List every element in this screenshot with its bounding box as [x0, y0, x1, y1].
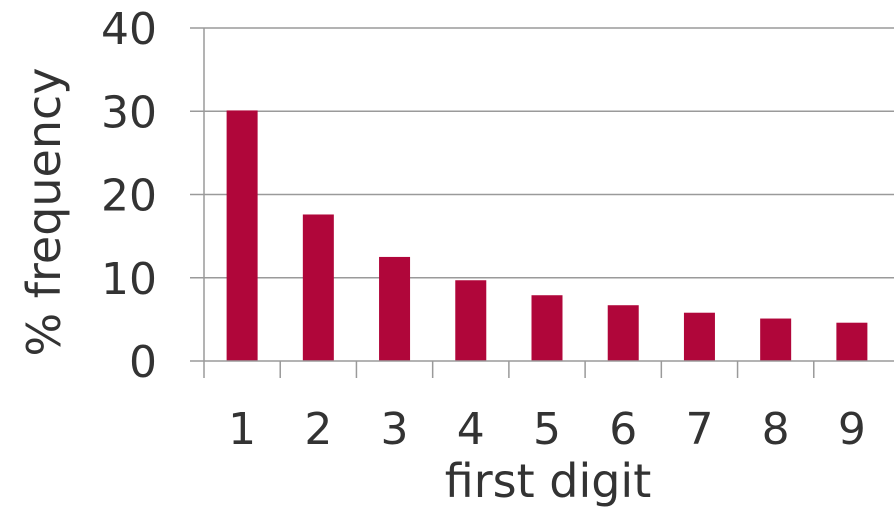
x-tick-label: 2 — [304, 404, 332, 455]
y-tick-label: 10 — [101, 254, 157, 305]
x-tick-label: 5 — [533, 404, 561, 455]
gridlines — [190, 27, 894, 279]
y-tick-label: 40 — [101, 4, 157, 55]
bar-2 — [302, 214, 334, 361]
bar-1 — [226, 110, 258, 361]
y-tick-label: 30 — [101, 87, 157, 138]
y-axis-tick-labels: 0 10 20 30 40 — [101, 4, 157, 388]
y-tick-label: 0 — [129, 337, 157, 388]
y-tick-label: 20 — [101, 171, 157, 222]
x-tick-label: 4 — [457, 404, 485, 455]
bar-4 — [455, 280, 487, 361]
x-axis-title: first digit — [445, 454, 652, 507]
x-tick-label: 6 — [609, 404, 637, 455]
y-axis-title: % frequency — [17, 67, 71, 356]
x-tick-label: 7 — [685, 404, 713, 455]
bar-3 — [379, 256, 411, 361]
x-tick-label: 8 — [762, 404, 790, 455]
x-tick-label: 9 — [838, 404, 866, 455]
x-axis-ticks — [203, 361, 815, 378]
bar-9 — [836, 322, 868, 361]
bar-8 — [760, 318, 792, 361]
bar-6 — [607, 305, 639, 361]
bar-7 — [683, 312, 715, 361]
bar-5 — [531, 295, 563, 361]
x-tick-label: 1 — [228, 404, 256, 455]
x-tick-label: 3 — [381, 404, 409, 455]
bars — [226, 110, 868, 361]
